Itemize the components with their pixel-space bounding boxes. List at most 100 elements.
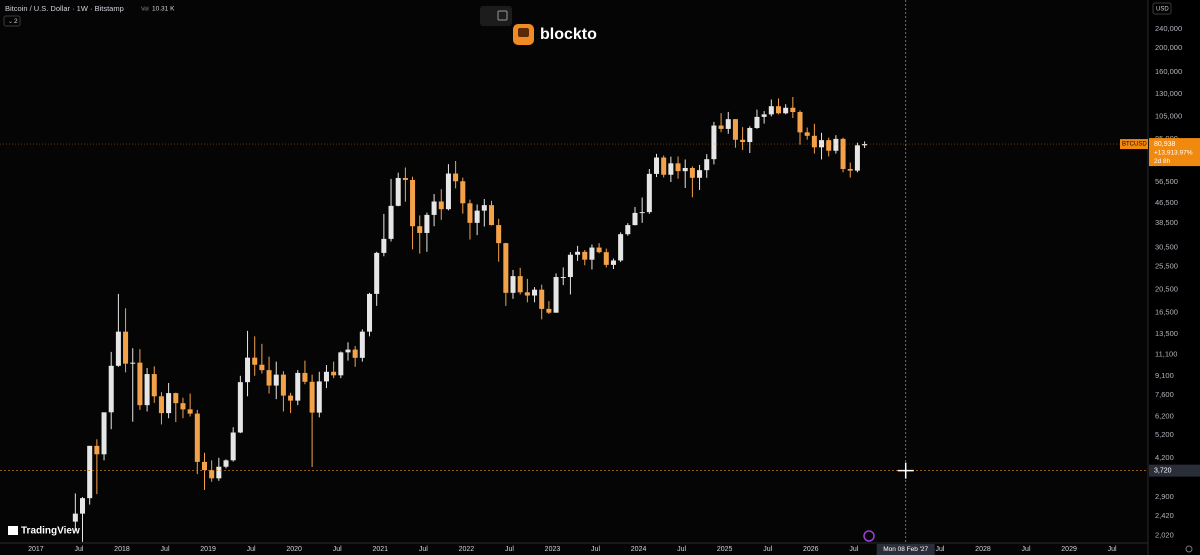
crosshair-date-box <box>876 544 935 555</box>
candle-body <box>230 432 236 461</box>
last-price-countdown: 2d 8h <box>1154 158 1171 165</box>
last-price-label: 80,938 <box>1154 141 1176 148</box>
candle-body <box>245 357 251 383</box>
candle-body <box>431 201 437 215</box>
x-tick-label: 2019 <box>200 546 216 553</box>
volume-label: Vol <box>141 6 149 12</box>
symbol-tag <box>1120 139 1148 150</box>
y-tick-label: 105,000 <box>1155 111 1182 120</box>
candle-body <box>804 132 810 136</box>
candle-body <box>166 393 172 414</box>
symbol-title: Bitcoin / U.S. Dollar · 1W · Bitstamp <box>5 4 124 13</box>
candle-body <box>180 403 186 410</box>
candle-body <box>374 252 380 294</box>
y-tick-label: 6,200 <box>1155 411 1174 420</box>
y-tick-label: 56,500 <box>1155 177 1178 186</box>
candle-body <box>854 145 860 171</box>
candle-body <box>302 372 308 382</box>
y-tick-label: 9,100 <box>1155 371 1174 380</box>
candle-body <box>237 382 243 433</box>
candle-body <box>603 252 609 265</box>
candle-body <box>259 364 265 371</box>
candle-body <box>725 119 731 129</box>
candle-body <box>639 212 645 214</box>
x-tick-label: Jul <box>1108 546 1117 553</box>
candle-body <box>567 254 573 278</box>
candle-body <box>754 116 760 128</box>
x-tick-label: Jul <box>161 546 170 553</box>
candle-body <box>223 460 229 467</box>
candle-body <box>632 212 638 226</box>
y-tick-label: 160,000 <box>1155 67 1182 76</box>
candle-body <box>359 331 365 358</box>
candle-body <box>445 173 451 210</box>
x-tick-label: Jul <box>74 546 83 553</box>
candle-body <box>123 331 129 364</box>
indicator-toggle[interactable] <box>3 15 21 27</box>
candle-body <box>331 371 337 376</box>
x-tick-label: 2022 <box>459 546 475 553</box>
candle-body <box>697 170 703 178</box>
y-tick-label: 7,600 <box>1155 390 1174 399</box>
candle-body <box>108 365 114 413</box>
candle-body <box>675 163 681 172</box>
candle-body <box>187 409 193 414</box>
candle-body <box>87 445 93 499</box>
candle-body <box>840 138 846 169</box>
candle-body <box>496 225 502 244</box>
candle-body <box>646 173 652 213</box>
x-tick-label: 2024 <box>631 546 647 553</box>
last-price-change: +13,913.97% <box>1154 149 1193 156</box>
candle-body <box>560 277 566 279</box>
currency-box[interactable] <box>1152 2 1172 15</box>
candle-body <box>761 114 767 117</box>
candle-body <box>610 260 616 265</box>
candle-body <box>474 210 480 223</box>
overlay: Bitcoin / U.S. Dollar · 1W · Bitstamp Vo… <box>3 2 1193 553</box>
x-tick-label: Jul <box>1022 546 1031 553</box>
candle-body <box>467 203 473 223</box>
candle-body <box>740 139 746 143</box>
candle-body <box>711 125 717 160</box>
candle-body <box>654 157 660 174</box>
x-tick-label: 2021 <box>372 546 388 553</box>
candle-body <box>130 362 136 364</box>
candle-body <box>266 370 272 386</box>
candle-body <box>252 357 258 365</box>
candle-body <box>144 374 150 406</box>
candle-body <box>80 498 86 514</box>
x-tick-label: Jul <box>247 546 256 553</box>
settings-icon[interactable] <box>1185 545 1193 553</box>
candle-body <box>388 205 394 239</box>
y-tick-label: 2,900 <box>1155 492 1174 501</box>
candle-body <box>288 395 294 401</box>
y-tick-label: 5,200 <box>1155 430 1174 439</box>
candle-body <box>453 173 459 182</box>
x-tick-label: 2023 <box>545 546 561 553</box>
candle-body <box>862 144 868 146</box>
y-tick-label: 240,000 <box>1155 24 1182 33</box>
candle-body <box>775 106 781 114</box>
event-icon[interactable] <box>863 530 875 542</box>
candle-body <box>783 107 789 114</box>
candle-body <box>524 292 530 296</box>
candle-body <box>460 181 466 204</box>
candle-body <box>539 289 545 309</box>
plot <box>0 96 1148 542</box>
y-tick-label: 20,500 <box>1155 285 1178 294</box>
y-tick-label: 2,020 <box>1155 530 1174 539</box>
candle-body <box>424 214 430 233</box>
watermark-icon <box>8 526 18 535</box>
candle-body <box>833 138 839 151</box>
x-tick-label: Jul <box>677 546 686 553</box>
candle-body <box>797 112 803 133</box>
candle-body <box>618 234 624 261</box>
candle-body <box>625 225 631 235</box>
indicator-chevron: ⌄ <box>8 19 13 25</box>
y-tick-label: 130,000 <box>1155 89 1182 98</box>
candle-body <box>747 127 753 143</box>
x-tick-label: Jul <box>935 546 944 553</box>
candle-body <box>532 289 538 296</box>
watermark: TradingView <box>21 526 80 537</box>
